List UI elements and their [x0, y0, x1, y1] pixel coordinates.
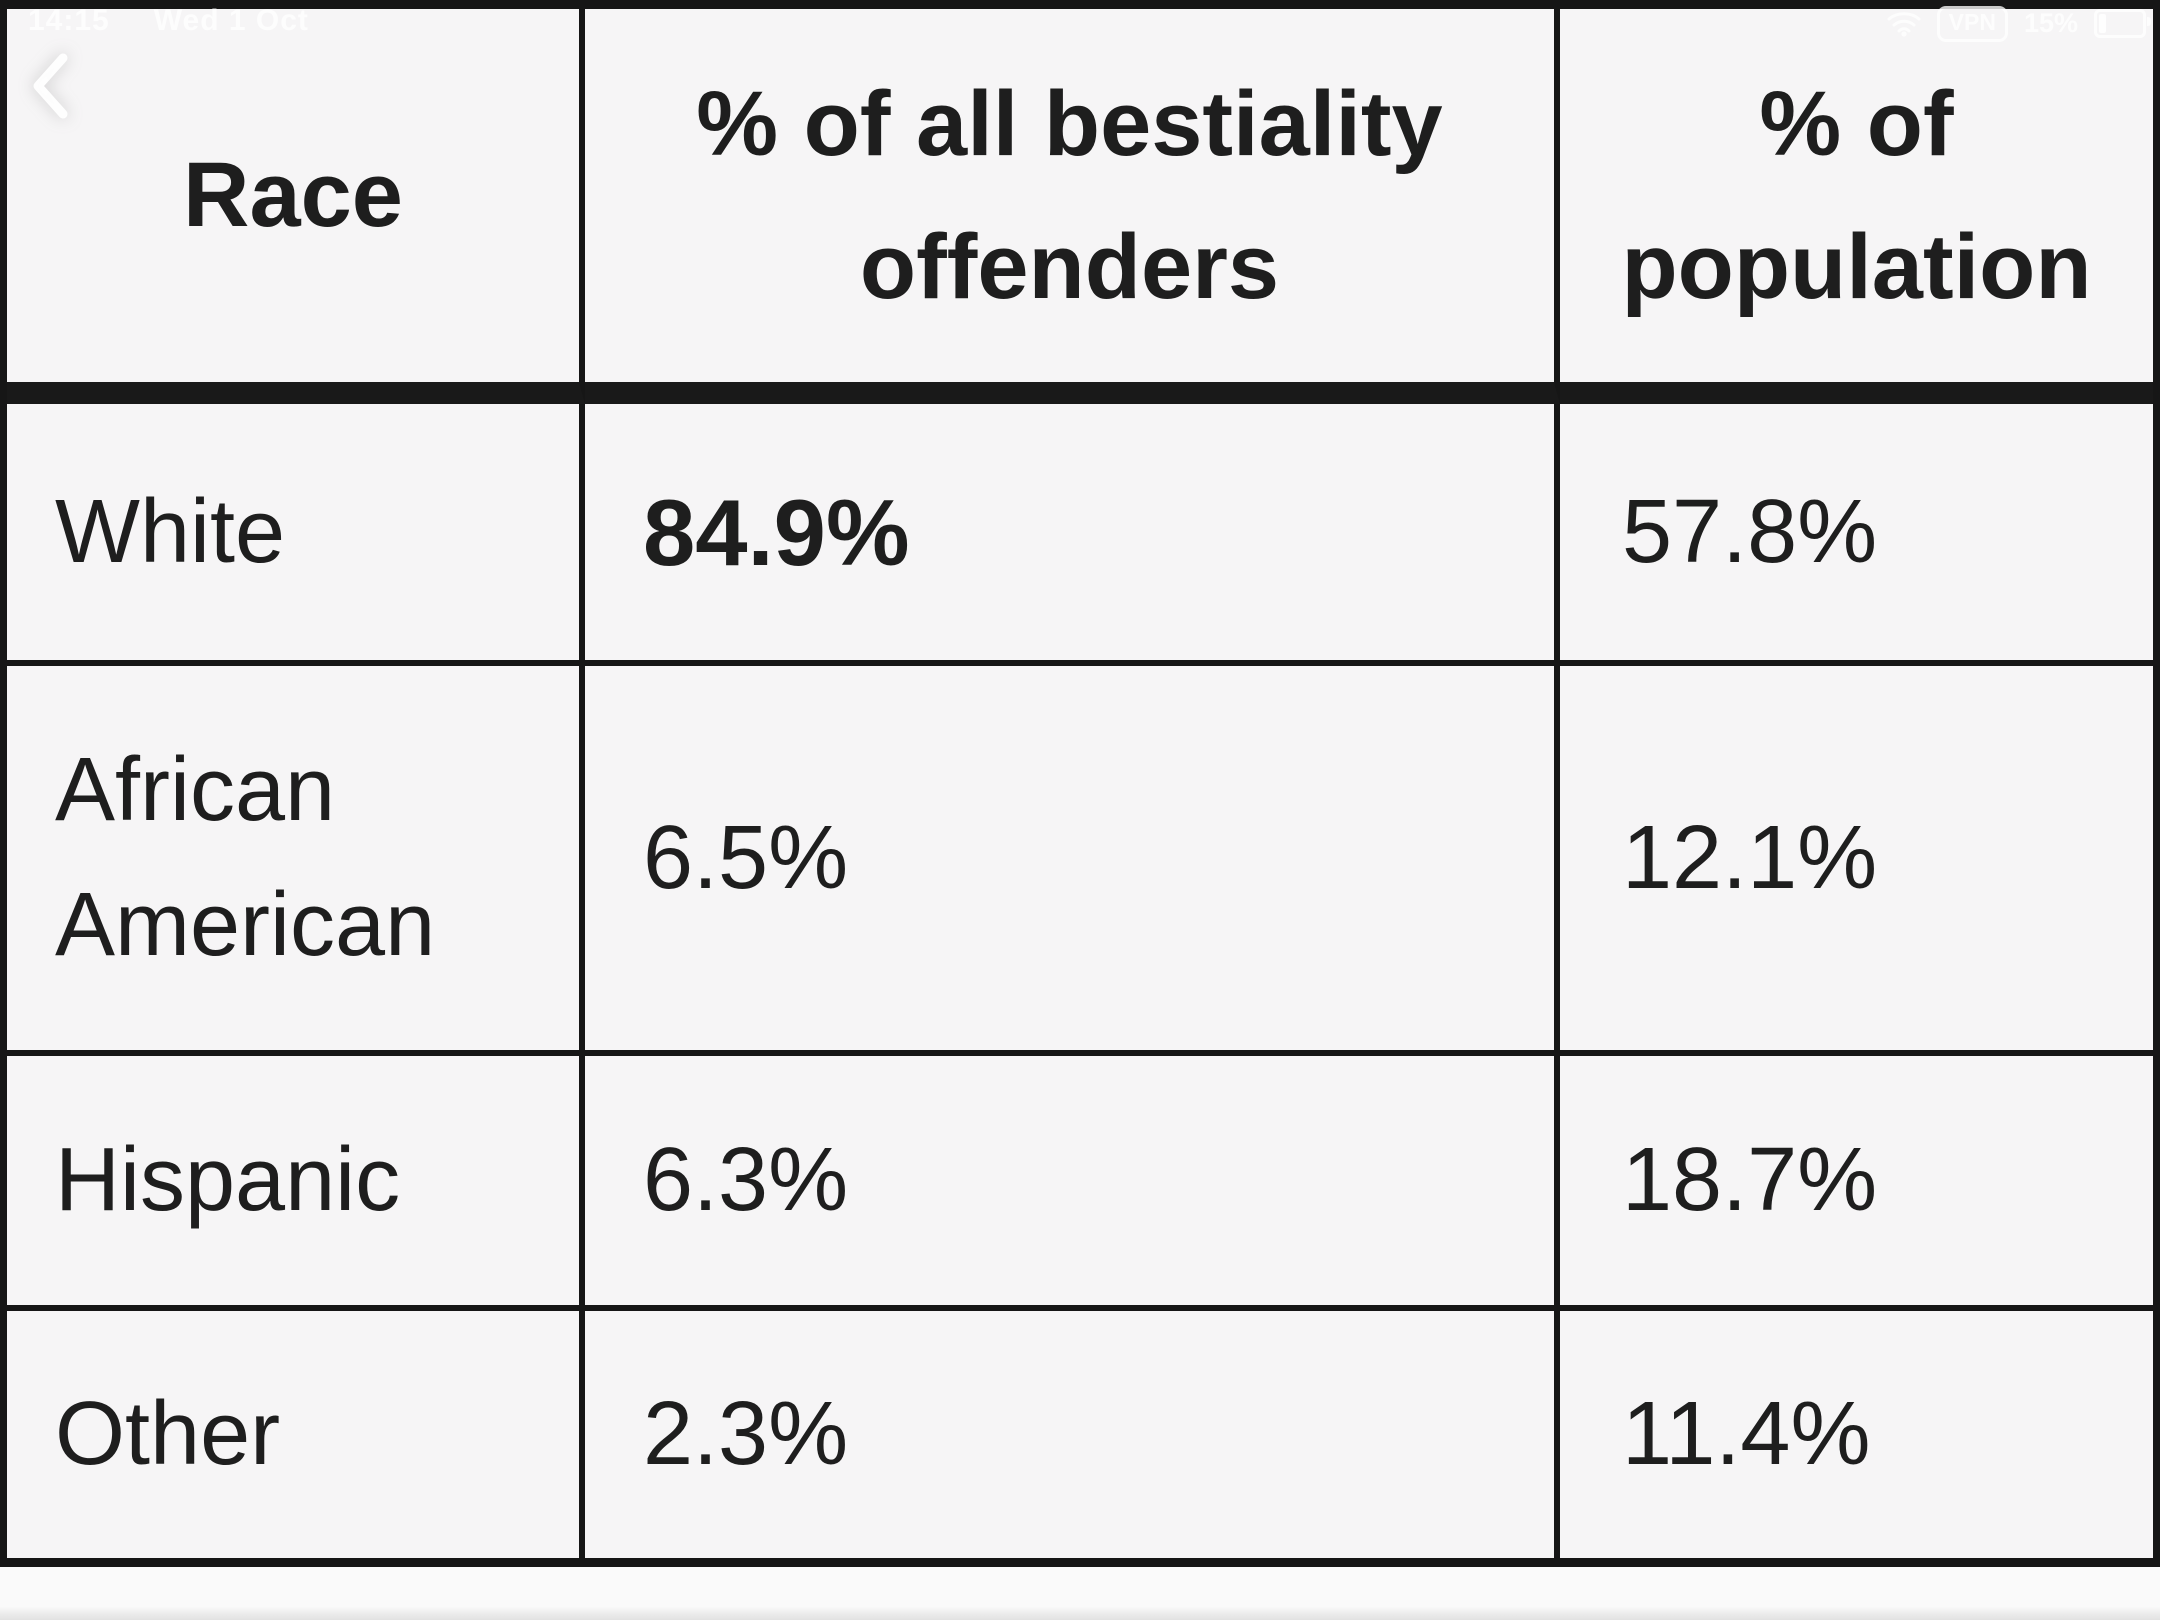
population-value: 11.4% [1622, 1384, 1871, 1484]
table-row-hispanic-offenders: 6.3% [585, 1056, 1560, 1311]
table-row-white-race: White [7, 404, 585, 666]
offenders-value: 6.5% [643, 807, 849, 908]
column-header-population-label: % of population [1621, 53, 2091, 338]
column-header-offenders: % of all bestiality offenders [585, 9, 1560, 404]
population-value: 18.7% [1622, 1130, 1878, 1230]
race-label: African American [55, 740, 436, 975]
table-row-hispanic-race: Hispanic [7, 1056, 585, 1311]
offenders-value: 6.3% [643, 1130, 849, 1230]
race-statistics-table: Race % of all bestiality offenders % of … [0, 0, 2160, 1567]
offenders-value: 84.9% [643, 479, 910, 585]
population-header-line2: population [1621, 215, 2092, 318]
race-label: Other [55, 1384, 281, 1484]
column-header-offenders-label: % of all bestiality offenders [696, 53, 1442, 338]
table-row-other-offenders: 2.3% [585, 1311, 1560, 1558]
race-label: Hispanic [55, 1130, 401, 1230]
population-value: 57.8% [1622, 481, 1878, 582]
column-header-race: Race [7, 9, 585, 404]
offenders-header-line1: % of all bestiality [696, 72, 1443, 175]
table-row-white-population: 57.8% [1560, 404, 2153, 666]
offenders-value: 2.3% [643, 1384, 849, 1484]
race-label: White [55, 481, 286, 582]
chevron-left-icon [33, 53, 68, 119]
column-header-race-label: Race [183, 144, 403, 247]
table-row-other-population: 11.4% [1560, 1311, 2153, 1558]
photo-bottom-edge [0, 1606, 2160, 1620]
table-row-other-race: Other [7, 1311, 585, 1558]
offenders-header-line2: offenders [859, 215, 1280, 318]
back-button[interactable] [24, 48, 76, 124]
table-row-african-american-population: 12.1% [1560, 666, 2153, 1056]
table-row-hispanic-population: 18.7% [1560, 1056, 2153, 1311]
column-header-population: % of population [1560, 9, 2153, 404]
table-row-african-american-race: African American [7, 666, 585, 1056]
table-row-white-offenders: 84.9% [585, 404, 1560, 666]
table-row-african-american-offenders: 6.5% [585, 666, 1560, 1056]
population-header-line1: % of [1759, 72, 1954, 175]
population-value: 12.1% [1622, 807, 1878, 908]
